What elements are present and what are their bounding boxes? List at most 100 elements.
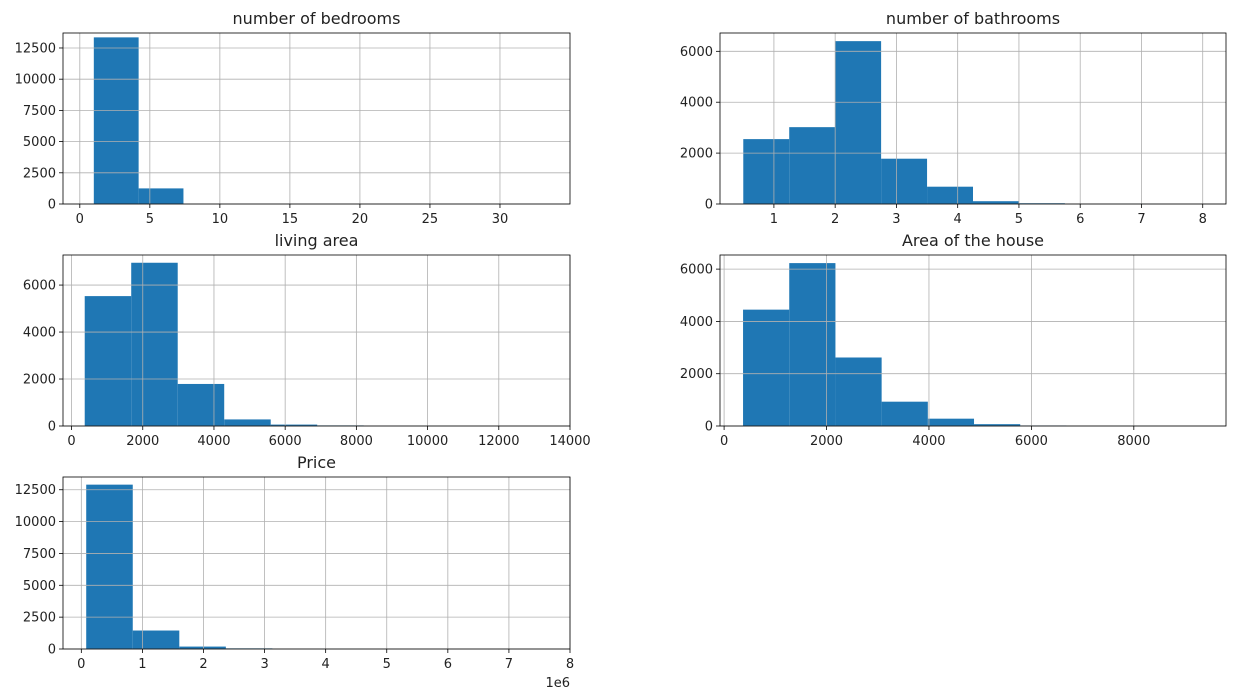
x-tick-label: 30 — [492, 212, 509, 227]
x-tick-label: 2 — [199, 657, 207, 672]
y-tick-label: 0 — [48, 643, 56, 658]
chart-title: number of bedrooms — [233, 9, 401, 28]
y-tick-label: 6000 — [680, 45, 713, 60]
x-tick-label: 15 — [282, 212, 299, 227]
x-tick-label: 1 — [770, 212, 778, 227]
histogram-bar — [224, 419, 271, 426]
x-tick-label: 0 — [76, 212, 84, 227]
x-tick-label: 14000 — [549, 434, 590, 449]
y-tick-label: 2000 — [680, 147, 713, 162]
x-tick-label: 7 — [505, 657, 513, 672]
axes-frame — [719, 254, 1227, 427]
x-tick-label: 6000 — [269, 434, 302, 449]
histogram-bar — [177, 383, 225, 426]
subplot-house_area: 0 2000 4000 6000 8000 0 2000 4000 6000 Area of th… — [680, 231, 1227, 449]
x-tick-label: 0 — [720, 434, 728, 449]
x-tick-label: 8000 — [1117, 434, 1150, 449]
axes-frame — [62, 476, 571, 650]
x-tick-label: 5 — [1015, 212, 1023, 227]
x-offset-label: 1e6 — [545, 676, 570, 691]
y-tick-label: 10000 — [15, 515, 56, 530]
x-tick-label: 5 — [383, 657, 391, 672]
chart-title: living area — [275, 231, 359, 250]
x-tick-label: 8000 — [340, 434, 373, 449]
y-tick-label: 0 — [705, 420, 713, 435]
x-tick-label: 8 — [1199, 212, 1207, 227]
y-tick-label: 10000 — [15, 73, 56, 88]
y-tick-label: 2500 — [23, 611, 56, 626]
x-tick-label: 8 — [566, 657, 574, 672]
histogram-bar — [179, 646, 226, 649]
chart-title: Price — [297, 453, 336, 472]
histogram-bar — [132, 630, 180, 649]
y-tick-label: 5000 — [23, 579, 56, 594]
x-tick-label: 0 — [67, 434, 75, 449]
subplot-price: 0 1 2 3 4 5 6 7 8 0 2500 5000 7500 10000 12500 Price 1e6 — [15, 453, 575, 691]
y-tick-label: 5000 — [23, 135, 56, 150]
x-tick-label: 4 — [322, 657, 330, 672]
histogram-bar — [86, 484, 133, 649]
histogram-bar — [131, 262, 178, 426]
subplot-bedrooms: 0 5 10 15 20 25 30 0 2500 5000 7500 10000 12500 numbe… — [15, 9, 571, 227]
histogram-bar — [973, 201, 1019, 204]
subplot-bathrooms: 1 2 3 4 5 6 7 8 0 2000 4000 6000 number of bathrooms — [680, 9, 1227, 227]
axes-frame — [62, 32, 571, 205]
histogram-bar — [881, 401, 928, 426]
x-tick-label: 20 — [352, 212, 369, 227]
y-tick-label: 6000 — [23, 279, 56, 294]
y-tick-label: 2000 — [23, 373, 56, 388]
y-tick-label: 0 — [48, 198, 56, 213]
histogram-bar — [927, 418, 975, 426]
y-tick-label: 4000 — [23, 326, 56, 341]
x-tick-label: 4000 — [912, 434, 945, 449]
histogram-bar — [881, 158, 928, 204]
y-tick-label: 12500 — [15, 483, 56, 498]
y-tick-label: 6000 — [680, 263, 713, 278]
histogram-bar — [138, 188, 184, 204]
x-tick-label: 3 — [892, 212, 900, 227]
subplot-living_area: 0 2000 4000 6000 8000 10000 12000 14000 0 2000 400… — [23, 231, 591, 449]
y-tick-label: 7500 — [23, 547, 56, 562]
y-tick-label: 7500 — [23, 104, 56, 119]
histogram-bar — [270, 424, 318, 426]
x-tick-label: 1 — [138, 657, 146, 672]
x-tick-label: 4 — [954, 212, 962, 227]
histogram-bar — [974, 424, 1021, 426]
y-tick-label: 4000 — [680, 96, 713, 111]
x-tick-label: 10 — [212, 212, 229, 227]
x-tick-label: 5 — [146, 212, 154, 227]
histogram-bar — [743, 309, 790, 426]
y-tick-label: 0 — [48, 420, 56, 435]
x-tick-label: 4000 — [197, 434, 230, 449]
x-tick-label: 7 — [1137, 212, 1145, 227]
chart-title: number of bathrooms — [886, 9, 1060, 28]
axes-frame — [62, 254, 571, 427]
x-tick-label: 12000 — [478, 434, 519, 449]
y-tick-label: 0 — [705, 198, 713, 213]
x-tick-label: 25 — [422, 212, 439, 227]
histogram-bar — [835, 41, 882, 205]
x-tick-label: 6 — [444, 657, 452, 672]
x-tick-label: 6 — [1076, 212, 1084, 227]
histogram-bar — [93, 37, 139, 204]
histogram-bar — [789, 263, 836, 426]
x-tick-label: 6000 — [1015, 434, 1048, 449]
y-tick-label: 2000 — [680, 367, 713, 382]
histogram-bar — [84, 296, 132, 426]
y-tick-label: 2500 — [23, 166, 56, 181]
y-tick-label: 4000 — [680, 315, 713, 330]
axes-frame — [719, 32, 1227, 205]
x-tick-label: 3 — [260, 657, 268, 672]
x-tick-label: 2000 — [810, 434, 843, 449]
histogram-bar — [835, 357, 882, 426]
x-tick-label: 2 — [831, 212, 839, 227]
histogram-bar — [743, 139, 790, 204]
histogram-bar — [789, 127, 836, 204]
x-tick-label: 10000 — [407, 434, 448, 449]
y-tick-label: 12500 — [15, 41, 56, 56]
x-tick-label: 0 — [77, 657, 85, 672]
x-tick-label: 2000 — [126, 434, 159, 449]
chart-title: Area of the house — [902, 231, 1044, 250]
histogram-bar — [927, 186, 973, 204]
